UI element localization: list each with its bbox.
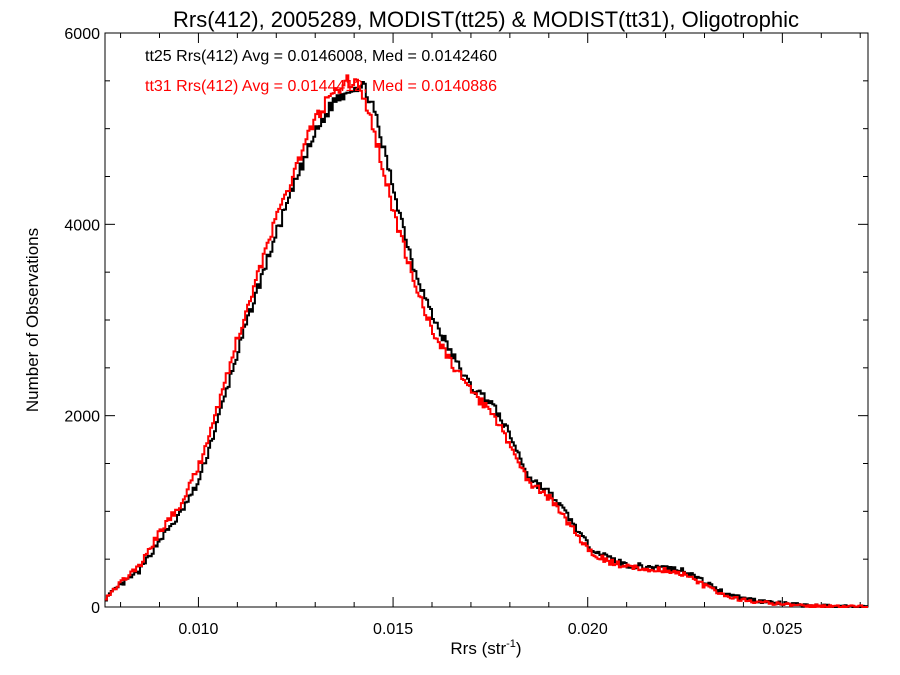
plot-border <box>104 32 869 608</box>
x-axis-label-superscript: -1 <box>506 638 516 650</box>
x-axis-label: Rrs (str-1) <box>450 638 521 658</box>
y-tick-label: 2000 <box>64 409 100 426</box>
series-group <box>105 74 868 608</box>
stat-annotation-tt31: tt31 Rrs(412) Avg = 0.0144412, Med = 0.0… <box>145 78 497 95</box>
chart-title: Rrs(412), 2005289, MODIST(tt25) & MODIST… <box>173 7 799 32</box>
x-tick-label: 0.010 <box>178 621 218 638</box>
y-tick-label: 0 <box>91 600 100 617</box>
y-axis-label: Number of Observations <box>23 228 42 412</box>
x-axis-label-main: Rrs (str <box>450 639 506 658</box>
y-tick-label: 6000 <box>64 26 100 43</box>
x-tick-label: 0.020 <box>568 621 608 638</box>
x-tick-label: 0.025 <box>762 621 802 638</box>
axis-ticks <box>105 32 868 608</box>
stat-annotation-tt25: tt25 Rrs(412) Avg = 0.0146008, Med = 0.0… <box>145 48 497 65</box>
series-tt31-histogram <box>105 74 868 608</box>
tick-labels: 0.010 0.015 0.020 0.025 0 2000 4000 6000 <box>64 26 802 638</box>
plot-frame <box>104 32 869 608</box>
x-axis-label-close: ) <box>516 639 522 658</box>
series-tt25-histogram <box>105 81 868 608</box>
x-tick-label: 0.015 <box>373 621 413 638</box>
y-tick-label: 4000 <box>64 217 100 234</box>
